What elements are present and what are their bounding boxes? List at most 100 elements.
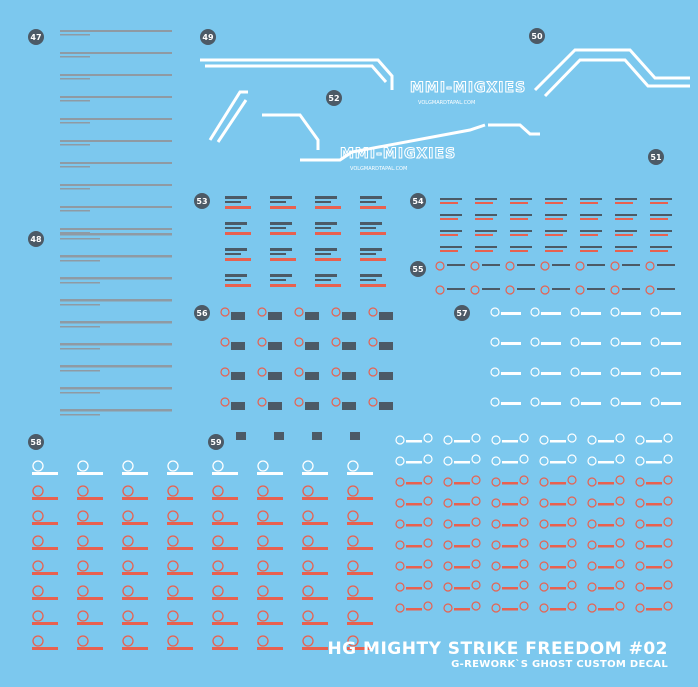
decal-bar: [302, 572, 328, 575]
red-line: [475, 202, 493, 204]
decal-bar: [77, 497, 103, 500]
white-ring: [570, 397, 580, 407]
decal-ring: [167, 510, 179, 522]
decal-bar: [598, 587, 614, 590]
dark-text-block: [225, 196, 247, 199]
red-line: [475, 218, 493, 220]
decal-bar: [302, 597, 328, 600]
white-bar: [661, 342, 681, 345]
red-ring: [505, 285, 515, 295]
decal-ring-small: [615, 601, 625, 611]
decal-group-47: [60, 30, 172, 234]
decal-ring-small: [471, 496, 481, 506]
decal-bar: [406, 461, 422, 464]
red-ring: [294, 307, 304, 317]
white-bar: [501, 372, 521, 375]
decal-bar: [406, 524, 422, 527]
dark-box: [268, 312, 282, 320]
white-bar: [501, 402, 521, 405]
decal-ring: [395, 498, 405, 508]
decal-ring: [32, 585, 44, 597]
dark-box: [268, 342, 282, 350]
grey-strip-text: [60, 122, 90, 124]
decal-ring: [257, 485, 269, 497]
grey-strip: [60, 184, 172, 186]
decal-ring-small: [423, 475, 433, 485]
decal-ring: [32, 610, 44, 622]
white-bar: [581, 372, 601, 375]
white-ring: [610, 307, 620, 317]
decal-ring-small: [663, 475, 673, 485]
decal-bar: [502, 566, 518, 569]
decal-ring: [587, 582, 597, 592]
decal-ring: [212, 485, 224, 497]
decal-ring: [122, 585, 134, 597]
dark-box: [342, 342, 356, 350]
white-ring: [530, 397, 540, 407]
decal-bar: [212, 522, 238, 525]
grey-strip: [60, 233, 172, 236]
decal-ring: [395, 561, 405, 571]
decal-ring: [539, 561, 549, 571]
grey-strip-text: [60, 100, 90, 102]
grey-strip-text: [60, 210, 90, 212]
decal-ring: [167, 610, 179, 622]
dark-box: [305, 372, 319, 380]
decal-ring: [587, 477, 597, 487]
red-strip: [315, 206, 341, 209]
decal-ring: [635, 498, 645, 508]
grey-strip: [60, 30, 172, 32]
dark-line: [580, 230, 602, 232]
decal-ring: [347, 535, 359, 547]
decal-bar: [167, 472, 193, 475]
decal-ring-small: [615, 538, 625, 548]
red-ring: [645, 285, 655, 295]
white-ring: [530, 307, 540, 317]
white-ring: [650, 367, 660, 377]
decal-ring: [212, 585, 224, 597]
decal-bar: [32, 622, 58, 625]
dark-text-block: [360, 227, 376, 229]
decal-ring: [347, 510, 359, 522]
red-strip: [270, 232, 296, 235]
decal-ring-small: [615, 496, 625, 506]
decal-bar: [347, 597, 373, 600]
dark-line: [545, 214, 567, 216]
red-line: [650, 202, 668, 204]
dark-box: [379, 372, 393, 380]
decal-bar: [257, 472, 283, 475]
decal-bar: [406, 545, 422, 548]
grey-strip-text: [60, 370, 100, 372]
decal-ring-small: [567, 601, 577, 611]
decal-ring-small: [615, 517, 625, 527]
decal-ring: [302, 460, 314, 472]
decal-ring: [443, 519, 453, 529]
decal-ring-small: [423, 496, 433, 506]
grey-strip-text: [60, 238, 100, 240]
red-line: [510, 202, 528, 204]
decal-ring: [122, 510, 134, 522]
dark-text-block: [225, 274, 247, 277]
decal-bar: [502, 482, 518, 485]
decal-ring: [302, 560, 314, 572]
dark-box: [342, 312, 356, 320]
red-line: [440, 218, 458, 220]
decal-bar: [598, 461, 614, 464]
red-line: [615, 234, 633, 236]
red-ring: [540, 261, 550, 271]
decal-ring: [443, 456, 453, 466]
dark-line: [615, 230, 637, 232]
decal-bar: [167, 522, 193, 525]
red-strip: [315, 232, 341, 235]
dark-text-block: [270, 222, 292, 225]
decal-ring: [167, 485, 179, 497]
decal-ring: [77, 610, 89, 622]
logo-subtext-lower: VOLGMARDTAPAL.COM: [350, 166, 407, 172]
grey-strip-text: [60, 392, 100, 394]
decal-bar: [167, 497, 193, 500]
red-ring: [435, 285, 445, 295]
decal-ring: [395, 603, 405, 613]
decal-bar: [167, 547, 193, 550]
white-bar: [581, 402, 601, 405]
